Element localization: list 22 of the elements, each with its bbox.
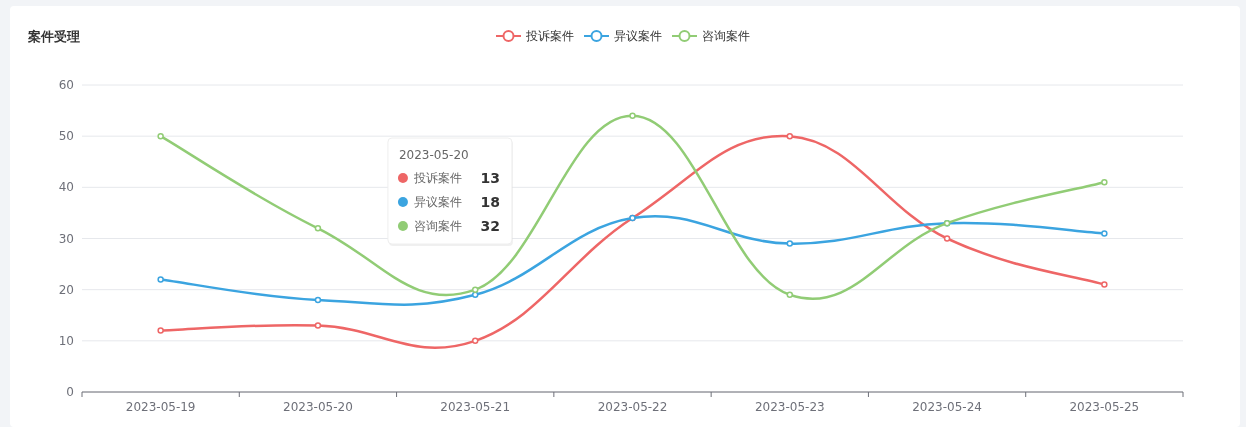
x-tick-label: 2023-05-23 — [754, 400, 825, 414]
x-tick-label: 2023-05-21 — [440, 400, 511, 414]
x-tick-label: 2023-05-20 — [283, 400, 353, 414]
y-tick-label: 30 — [58, 231, 74, 246]
chart-title: 案件受理 — [27, 29, 80, 44]
y-tick-label: 40 — [58, 180, 74, 195]
y-tick-label: 10 — [58, 333, 74, 348]
annotation: 2023-05-20 — [398, 148, 469, 162]
x-tick-label: 2023-05-19 — [125, 400, 196, 414]
y-tick-label: 60 — [58, 78, 74, 92]
y-tick-label: 20 — [58, 282, 74, 297]
annotation: 32 — [480, 218, 500, 234]
y-tick-label: 0 — [66, 385, 74, 399]
legend-label: 异议案件 — [413, 195, 462, 209]
annotation: 18 — [480, 194, 500, 210]
legend-label: 投诉案件 — [412, 171, 462, 185]
annotation: 13 — [480, 170, 500, 186]
y-tick-label: 50 — [58, 129, 74, 144]
x-tick-label: 2023-05-24 — [912, 400, 982, 414]
x-tick-label: 2023-05-22 — [597, 400, 668, 414]
x-tick-label: 2023-05-25 — [1069, 400, 1140, 414]
legend-label: 咨询案件 — [413, 219, 462, 233]
